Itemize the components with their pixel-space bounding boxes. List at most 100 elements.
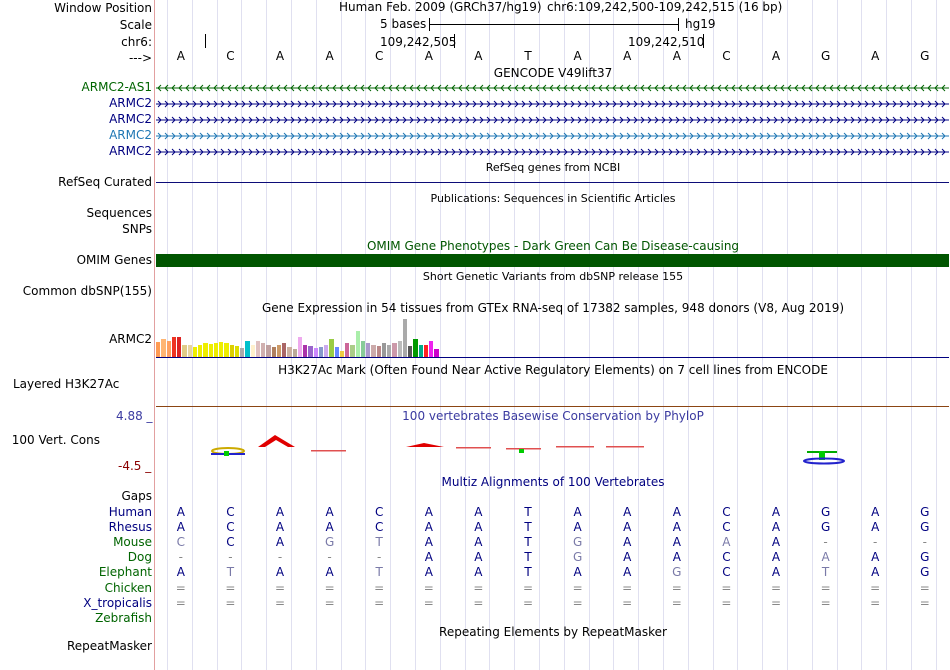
gtex-tissue-bar[interactable] [413,339,418,357]
gtex-tissue-bar[interactable] [297,337,302,357]
alignment-base: = [175,595,186,610]
gtex-tissue-bar[interactable] [402,319,407,357]
sequences-label[interactable]: Sequences [86,206,152,220]
gtex-tissue-bar[interactable] [287,347,292,357]
gtex-tissue-bar[interactable] [318,347,323,357]
gtex-tissue-bar[interactable] [387,345,392,357]
gencode-row-label[interactable]: ARMC2 [109,96,152,110]
rmsk-label[interactable]: RepeatMasker [66,639,152,653]
species-label[interactable]: Human [108,505,152,519]
gencode-transcript[interactable] [156,113,949,127]
gtex-tissue-bar[interactable] [255,341,260,357]
gtex-tissue-bar[interactable] [423,345,428,357]
refseq-label[interactable]: RefSeq Curated [58,175,152,189]
species-label[interactable]: Rhesus [108,520,152,535]
gtex-tissue-bar[interactable] [429,341,434,357]
gtex-tissue-bar[interactable] [434,349,439,357]
gtex-tissue-bar[interactable] [303,345,308,357]
gtex-tissue-bar[interactable] [350,345,355,357]
gtex-tissue-bar[interactable] [313,348,318,357]
gtex-tissue-bar[interactable] [219,342,224,357]
gtex-tissue-bar[interactable] [381,343,386,357]
gtex-tissue-bar[interactable] [345,343,350,357]
gtex-tissue-bar[interactable] [392,343,397,357]
grid-line [787,0,788,670]
gtex-tissue-bar[interactable] [371,345,376,357]
gtex-tissue-bar[interactable] [171,337,176,357]
alignment-base: = [274,595,286,610]
refseq-line[interactable] [156,182,949,183]
gtex-tissue-bar[interactable] [276,345,281,357]
gencode-row-label[interactable]: ARMC2 [109,128,152,142]
alignment-base: A [821,550,830,565]
gtex-tissue-bar[interactable] [324,345,329,357]
gtex-tissue-bar[interactable] [240,348,245,357]
gtex-tissue-bar[interactable] [198,345,203,357]
h3k27ac-label[interactable]: Layered H3K27Ac [13,377,120,391]
gtex-tissue-bar[interactable] [224,343,229,357]
gencode-transcript[interactable] [156,129,949,143]
gencode-row-label[interactable]: ARMC2 [109,112,152,126]
gtex-tissue-bar[interactable] [234,346,239,357]
gtex-tissue-bar[interactable] [166,341,171,357]
alignment-base: = [274,580,286,595]
gtex-tissue-bar[interactable] [408,346,413,357]
gtex-tissue-bar[interactable] [208,344,213,357]
alignment-base: A [424,505,433,519]
gtex-tissue-bar[interactable] [339,351,344,357]
gtex-tissue-bar[interactable] [192,347,197,357]
gtex-tissue-bar[interactable] [261,343,266,357]
gtex-tissue-bar[interactable] [292,349,297,357]
gtex-tissue-bar[interactable] [366,343,371,357]
gtex-tissue-bar[interactable] [187,345,192,357]
species-label[interactable]: Dog [127,550,152,565]
species-label[interactable]: Chicken [104,580,152,595]
alignment-base: - [377,550,382,565]
omim-label[interactable]: OMIM Genes [76,253,152,267]
gtex-tissue-bar[interactable] [229,345,234,357]
gencode-row-label[interactable]: ARMC2-AS1 [81,80,152,94]
base-grid [156,0,950,670]
gtex-tissue-bar[interactable] [250,345,255,357]
gtex-tissue-bar[interactable] [360,341,365,357]
gtex-tissue-bar[interactable] [182,345,187,357]
gtex-tissue-bar[interactable] [376,346,381,357]
snps-label[interactable]: SNPs [122,222,152,236]
gtex-tissue-bar[interactable] [282,343,287,357]
omim-bar[interactable] [156,254,949,267]
grid-line [663,0,664,670]
cons-label[interactable]: 100 Vert. Cons [11,433,100,447]
alignment-base: A [623,535,632,550]
gtex-tissue-bar[interactable] [418,345,423,357]
gtex-tissue-bar[interactable] [271,347,276,357]
gtex-tissue-bar[interactable] [397,341,402,357]
gencode-transcript[interactable] [156,81,949,95]
grid-line [886,0,888,670]
gencode-transcript[interactable] [156,97,949,111]
gtex-tissue-bar[interactable] [334,347,339,357]
ruler-base: G [920,49,930,63]
alignment-base: - [178,550,183,565]
gtex-tissue-bar[interactable] [203,343,208,357]
label-divider [154,0,155,670]
gtex-tissue-bar[interactable] [245,341,250,357]
gencode-transcript[interactable] [156,145,949,159]
dbsnp-label[interactable]: Common dbSNP(155) [22,284,152,298]
gtex-tissue-bar[interactable] [177,337,182,357]
gtex-tissue-bar[interactable] [266,345,271,357]
gtex-tissue-bar[interactable] [161,339,166,357]
species-label[interactable]: X_tropicalis [83,595,152,610]
gtex-tissue-bar[interactable] [329,339,334,357]
gencode-row-label[interactable]: ARMC2 [109,144,152,158]
alignment-base: - [277,550,283,565]
grid-line [588,0,590,670]
species-label[interactable]: Zebrafish [95,610,152,625]
species-label[interactable]: Mouse [113,535,152,550]
gtex-tissue-bar[interactable] [156,342,161,357]
gtex-tissue-bar[interactable] [213,343,218,357]
gtex-label[interactable]: ARMC2 [109,332,152,346]
gtex-tissue-bar[interactable] [308,346,313,357]
species-label[interactable]: Elephant [98,565,152,580]
gtex-tissue-bar[interactable] [355,331,360,357]
ruler-base: A [672,49,681,63]
